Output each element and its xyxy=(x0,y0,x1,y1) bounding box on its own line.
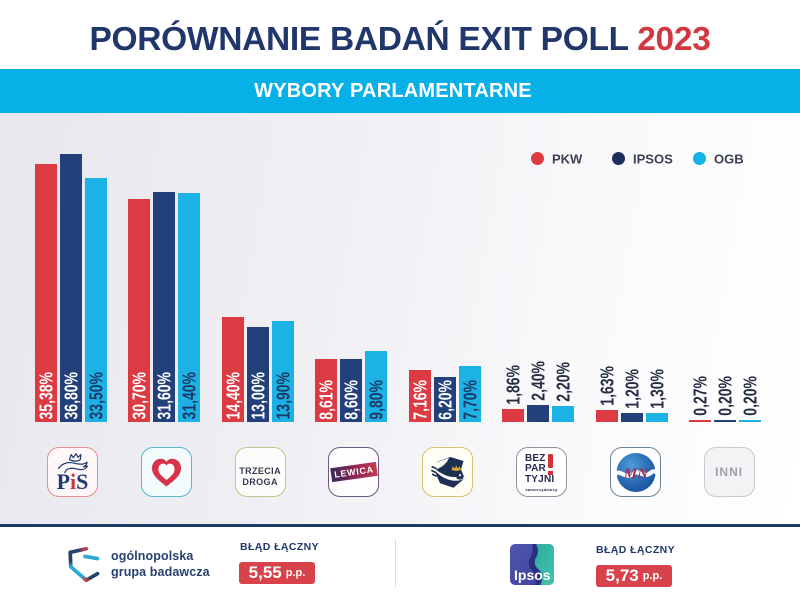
svg-text:MN: MN xyxy=(623,466,649,482)
svg-text:Ipsos: Ipsos xyxy=(514,567,551,583)
